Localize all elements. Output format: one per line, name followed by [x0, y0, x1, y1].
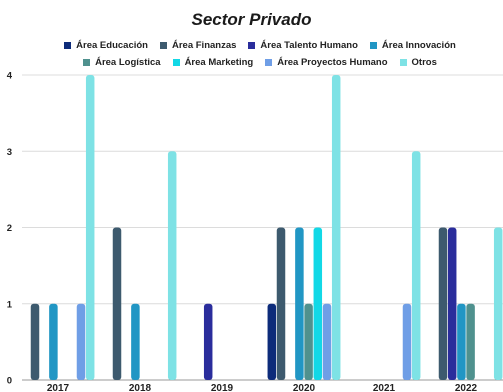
- chart-legend: Área Educación Área Finanzas Área Talento …: [40, 38, 480, 72]
- legend-swatch: [265, 59, 273, 66]
- legend-swatch: [64, 42, 72, 49]
- y-tick-label: 4: [7, 71, 13, 82]
- legend-label: Área Proyectos Humano: [277, 57, 388, 68]
- x-tick-label: 2022: [455, 383, 478, 392]
- legend-swatch: [159, 42, 167, 49]
- legend-item-area-innovacion: Área Innovación: [369, 38, 456, 53]
- bar-area-educacion-2020: [267, 303, 277, 380]
- legend-label: Área Finanzas: [171, 40, 237, 51]
- bar-area-finanzas-2017: [30, 303, 40, 380]
- y-tick-label: 2: [7, 223, 12, 234]
- bar-area-talento-humano-2019: [203, 303, 213, 380]
- bar-area-finanzas-2018: [112, 227, 122, 380]
- bar-otros-2018: [167, 151, 177, 380]
- legend-swatch: [369, 42, 377, 49]
- legend-swatch: [172, 59, 180, 66]
- legend-item-area-finanzas: Área Finanzas: [159, 38, 237, 53]
- legend-label: Área Talento Humano: [260, 40, 358, 51]
- legend-swatch: [83, 59, 91, 66]
- bar-area-finanzas-2022: [438, 227, 448, 380]
- y-tick-label: 0: [7, 376, 12, 387]
- bar-area-logistica-2022: [466, 303, 475, 380]
- bar-otros-2021: [411, 151, 421, 380]
- legend-label: Área Educación: [76, 40, 148, 51]
- bar-otros-2017: [85, 75, 95, 380]
- legend-swatch: [248, 42, 256, 49]
- bar-area-logistica-2020: [304, 303, 313, 380]
- bar-otros-2020: [331, 75, 341, 380]
- y-tick-label: 3: [7, 147, 12, 158]
- legend-item-area-talento-humano: Área Talento Humano: [248, 38, 358, 53]
- bar-area-proyectos-humano-2020: [322, 303, 332, 380]
- legend-item-area-educacion: Área Educación: [64, 38, 148, 53]
- legend-label: Área Innovación: [381, 40, 456, 51]
- legend-row: Área Educación Área Finanzas Área Talento …: [40, 38, 480, 53]
- bar-area-innovacion-2018: [131, 303, 140, 380]
- legend-label: Área Logística: [95, 57, 161, 68]
- bar-area-proyectos-humano-2021: [402, 303, 412, 380]
- legend-item-area-marketing: Área Marketing: [172, 55, 254, 70]
- y-tick-label: 1: [7, 299, 13, 310]
- bar-area-proyectos-humano-2017: [76, 303, 86, 380]
- bar-area-innovacion-2020: [295, 227, 304, 380]
- legend-item-area-proyectos-humano: Área Proyectos Humano: [265, 55, 388, 70]
- legend-swatch: [399, 59, 407, 66]
- x-tick-label: 2018: [129, 383, 152, 392]
- bar-area-innovacion-2022: [457, 303, 466, 380]
- bar-otros-2022: [493, 227, 503, 380]
- legend-label: Área Marketing: [184, 57, 254, 68]
- x-tick-label: 2020: [293, 383, 316, 392]
- bar-area-marketing-2020: [313, 227, 323, 380]
- legend-row: Área Logística Área Marketing Área Proyect…: [40, 55, 480, 70]
- bar-area-innovacion-2017: [49, 303, 58, 380]
- legend-item-area-logistica: Área Logística: [83, 55, 161, 70]
- x-tick-label: 2021: [373, 383, 396, 392]
- bar-area-finanzas-2020: [276, 227, 286, 380]
- bar-area-talento-humano-2022: [447, 227, 457, 380]
- legend-label: Otros: [411, 57, 437, 68]
- chart-title: Sector Privado: [191, 10, 312, 29]
- x-tick-label: 2017: [47, 383, 70, 392]
- legend-item-otros: Otros: [399, 55, 437, 70]
- x-tick-label: 2019: [211, 383, 234, 392]
